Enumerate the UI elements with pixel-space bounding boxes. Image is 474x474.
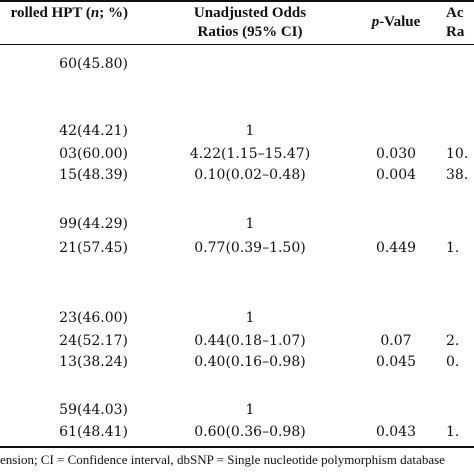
- cell-p-value: 0.045: [375, 354, 417, 370]
- table-header-rule: [0, 44, 474, 45]
- cell-odds-ratio: 1: [245, 123, 255, 139]
- cell-adjusted: 10.: [446, 146, 469, 162]
- cell-adjusted: 38.: [446, 167, 469, 183]
- cell-odds-ratio: 0.60(0.36–0.98): [194, 424, 306, 440]
- cell-odds-ratio: 4.22(1.15–15.47): [189, 146, 311, 162]
- cell-adjusted: 0.: [446, 354, 460, 370]
- table-bottom-rule: [0, 446, 474, 448]
- cell-p-value: 0.004: [375, 167, 417, 183]
- header-adjusted-line1: Ac: [446, 5, 464, 21]
- cell-odds-ratio: 0.77(0.39–1.50): [194, 240, 306, 256]
- cell-odds-ratio: 1: [245, 402, 255, 418]
- cell-odds-ratio: 1: [245, 310, 255, 326]
- cell-odds-ratio: 0.44(0.18–1.07): [194, 333, 306, 349]
- cell-hpt: 13(38.24): [59, 354, 128, 370]
- cell-adjusted: 2.: [446, 333, 460, 349]
- cell-p-value: 0.07: [380, 333, 412, 349]
- cell-hpt: 21(57.45): [59, 240, 128, 256]
- table-footnote: ension; CI = Confidence interval, dbSNP …: [0, 452, 445, 467]
- cell-hpt: 99(44.29): [59, 216, 128, 232]
- cell-hpt: 60(45.80): [59, 56, 128, 72]
- cell-adjusted: 1.: [446, 424, 460, 440]
- header-controlled-hpt: rolled HPT (n; %): [10, 5, 128, 21]
- header-unadjusted-or-line2: Ratios (95% CI): [197, 24, 303, 40]
- header-unadjusted-or-line1: Unadjusted Odds: [193, 5, 307, 21]
- cell-hpt: 42(44.21): [59, 123, 128, 139]
- header-p-value: p-Value: [371, 14, 421, 30]
- cell-hpt: 03(60.00): [59, 146, 128, 162]
- cell-odds-ratio: 0.40(0.16–0.98): [194, 354, 306, 370]
- cell-hpt: 24(52.17): [59, 333, 128, 349]
- cell-adjusted: 1.: [446, 240, 460, 256]
- cell-hpt: 23(46.00): [59, 310, 128, 326]
- table-top-rule: [0, 0, 474, 2]
- cell-hpt: 15(48.39): [59, 167, 128, 183]
- cell-hpt: 61(48.41): [59, 424, 128, 440]
- cell-p-value: 0.030: [375, 146, 417, 162]
- cell-hpt: 59(44.03): [59, 402, 128, 418]
- cell-odds-ratio: 1: [245, 216, 255, 232]
- cell-p-value: 0.449: [375, 240, 417, 256]
- header-adjusted-line2: Ra: [446, 24, 465, 40]
- cell-p-value: 0.043: [375, 424, 417, 440]
- cell-odds-ratio: 0.10(0.02–0.48): [194, 167, 306, 183]
